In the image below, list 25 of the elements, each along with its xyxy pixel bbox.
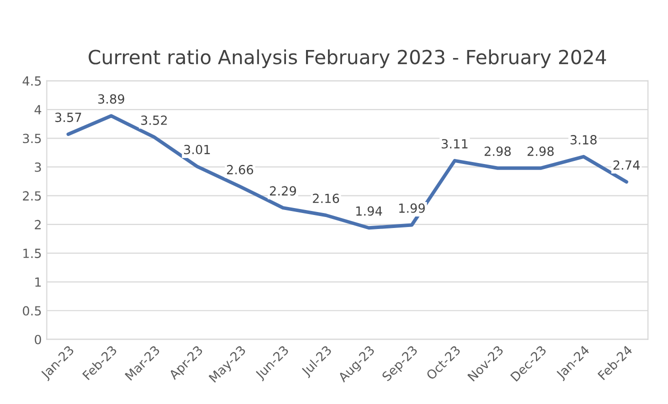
data-label: 1.94 — [356, 206, 382, 216]
y-tick-label: 3.5 — [22, 134, 41, 144]
data-label: 2.74 — [613, 160, 640, 170]
y-tick-label: 0 — [34, 334, 42, 344]
data-label: 2.29 — [270, 186, 296, 196]
data-label: 2.66 — [227, 164, 254, 174]
data-label: 3.52 — [141, 116, 167, 125]
y-tick-label: 1 — [35, 278, 41, 287]
data-label: 3.89 — [98, 94, 124, 104]
data-label: 3.11 — [442, 139, 468, 149]
y-tick-label: 3 — [34, 162, 41, 172]
y-tick-label: 1.5 — [23, 248, 41, 258]
data-label: 3.01 — [184, 144, 210, 154]
data-label: 2.16 — [312, 194, 340, 204]
y-tick-label: 0.5 — [22, 306, 41, 316]
y-tick-label: 4 — [34, 105, 42, 114]
chart-title: Current ratio Analysis February 2023 - February 2024 — [88, 49, 606, 68]
data-label: 2.98 — [484, 146, 511, 156]
data-label: 1.99 — [399, 203, 425, 213]
data-label: 3.18 — [570, 135, 597, 144]
data-label: 3.57 — [55, 112, 82, 122]
y-tick-label: 2 — [34, 220, 41, 230]
y-tick-label: 4.5 — [22, 76, 41, 86]
y-tick-label: 2.5 — [22, 191, 41, 201]
data-label: 2.98 — [528, 146, 554, 156]
